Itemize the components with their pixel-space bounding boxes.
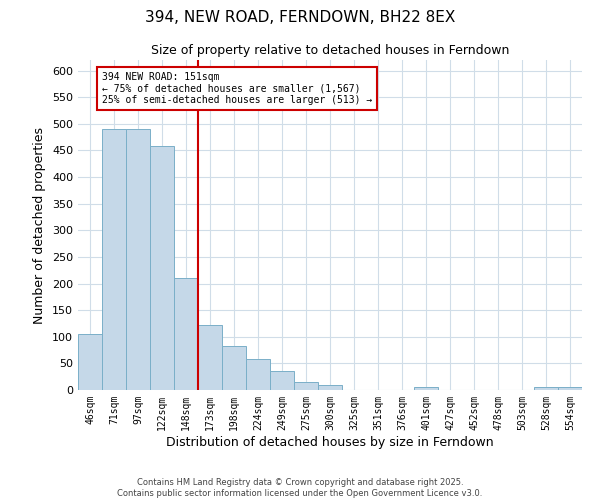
Bar bbox=[270, 371, 294, 390]
Bar bbox=[534, 388, 558, 390]
Title: Size of property relative to detached houses in Ferndown: Size of property relative to detached ho… bbox=[151, 44, 509, 58]
Bar bbox=[318, 384, 342, 390]
Bar bbox=[150, 146, 174, 390]
Bar bbox=[102, 129, 126, 390]
Bar bbox=[126, 129, 150, 390]
Text: Contains HM Land Registry data © Crown copyright and database right 2025.
Contai: Contains HM Land Registry data © Crown c… bbox=[118, 478, 482, 498]
Bar bbox=[222, 346, 246, 390]
Text: 394, NEW ROAD, FERNDOWN, BH22 8EX: 394, NEW ROAD, FERNDOWN, BH22 8EX bbox=[145, 10, 455, 25]
Y-axis label: Number of detached properties: Number of detached properties bbox=[34, 126, 46, 324]
Bar bbox=[294, 382, 318, 390]
Bar bbox=[558, 388, 582, 390]
Bar bbox=[246, 359, 270, 390]
Bar bbox=[78, 334, 102, 390]
Bar bbox=[174, 278, 198, 390]
X-axis label: Distribution of detached houses by size in Ferndown: Distribution of detached houses by size … bbox=[166, 436, 494, 448]
Bar bbox=[198, 325, 222, 390]
Bar bbox=[414, 388, 438, 390]
Text: 394 NEW ROAD: 151sqm
← 75% of detached houses are smaller (1,567)
25% of semi-de: 394 NEW ROAD: 151sqm ← 75% of detached h… bbox=[102, 72, 372, 105]
